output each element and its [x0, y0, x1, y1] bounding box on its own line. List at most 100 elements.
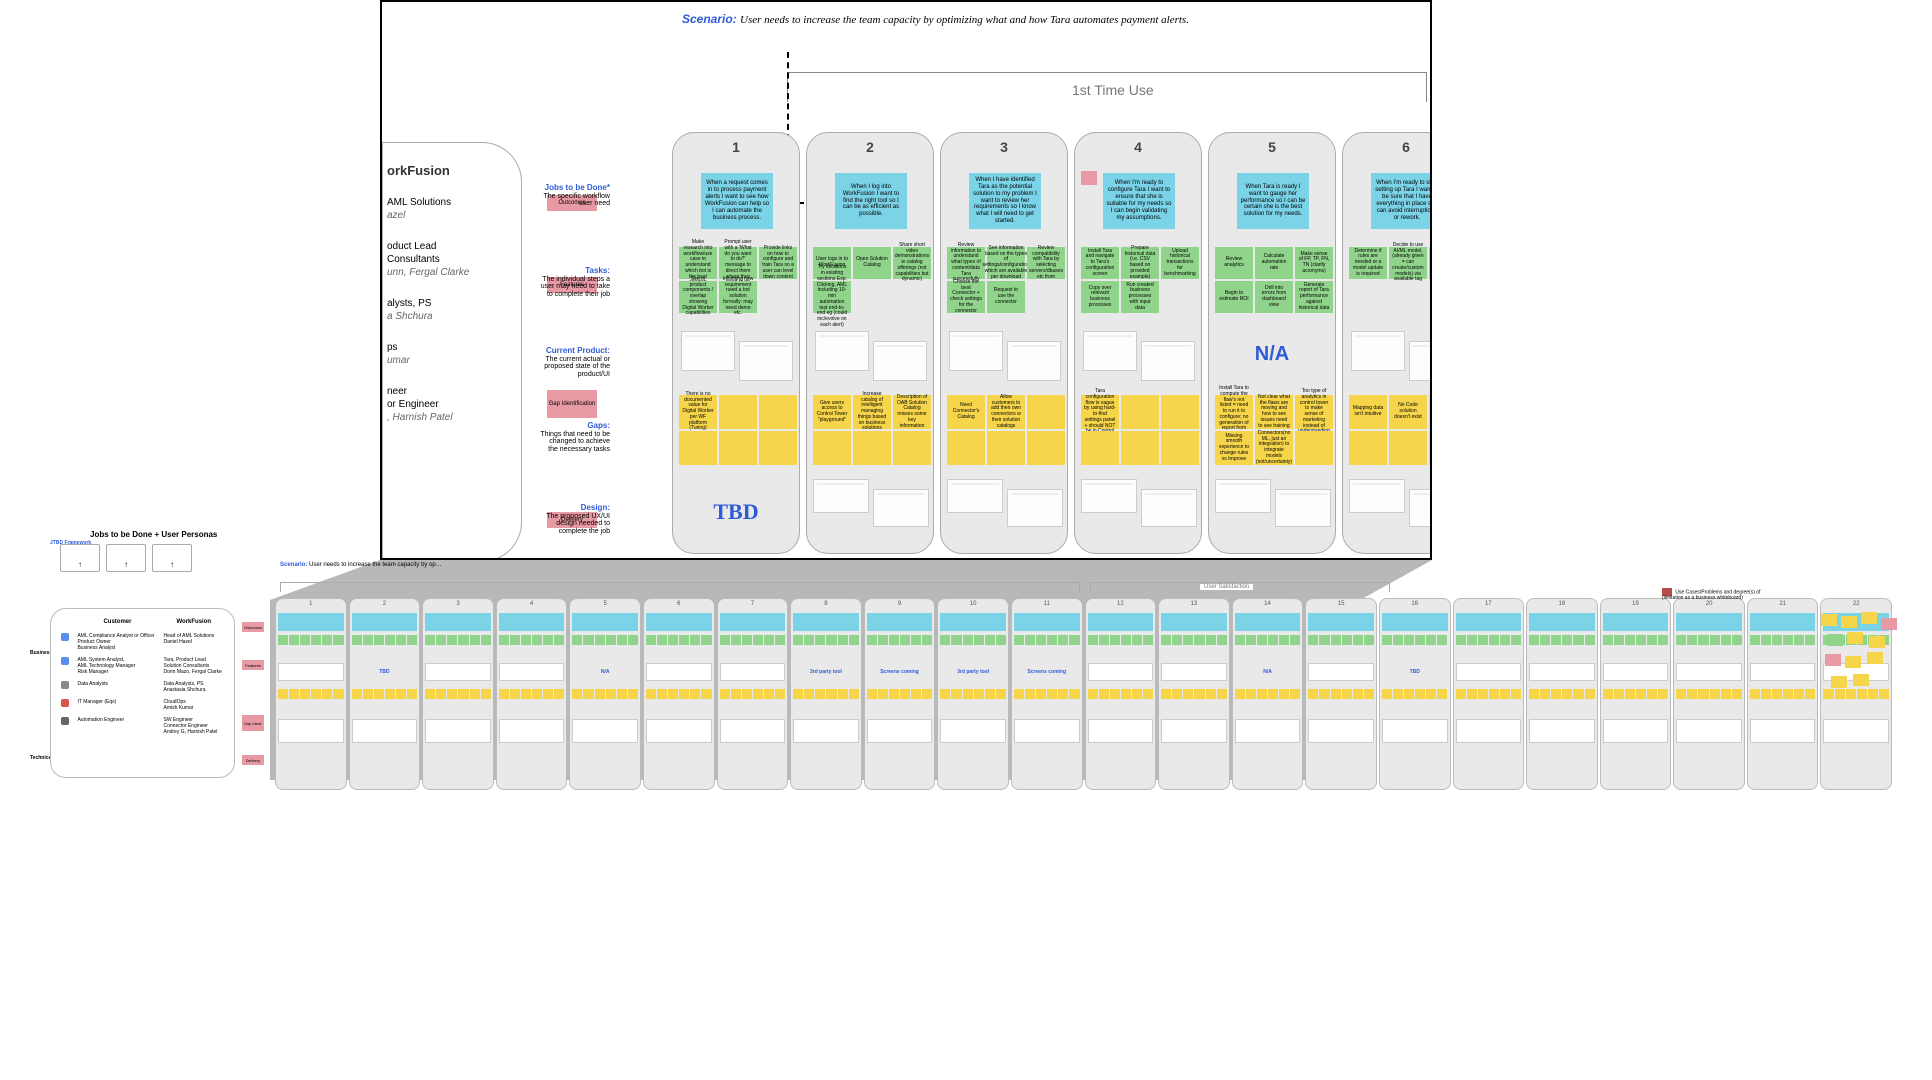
gap-sticky[interactable]: No Code solution doesn't exist: [1389, 395, 1427, 429]
feature-sticky[interactable]: Calculate automation rate: [1255, 247, 1293, 279]
gap-sticky[interactable]: [1121, 431, 1159, 465]
gap-sticky[interactable]: [719, 395, 757, 429]
mini-card: [152, 544, 192, 572]
feature-sticky[interactable]: Drill into errors from dashboard view: [1255, 281, 1293, 313]
product-mockup: [815, 331, 869, 371]
gap-sticky[interactable]: Give users access to Control Tower "play…: [813, 395, 851, 429]
gap-sticky[interactable]: Allow customers to add their own connect…: [987, 395, 1025, 429]
outcome-sticky[interactable]: When I'm ready to configure Tara I want …: [1103, 173, 1175, 229]
feature-sticky[interactable]: Prepare historical data (i.e. CSV based …: [1121, 247, 1159, 279]
gap-sticky[interactable]: [987, 431, 1025, 465]
gap-sticky[interactable]: Missing smooth experience to change rule…: [1215, 431, 1253, 465]
gap-sticky[interactable]: [1161, 395, 1199, 429]
gap-sticky[interactable]: [853, 431, 891, 465]
gap-sticky[interactable]: [1295, 431, 1333, 465]
feature-sticky[interactable]: Determine if rules are needed or a model…: [1349, 247, 1387, 279]
overview-column: 4: [496, 598, 568, 790]
gap-sticky[interactable]: Not clear what the flaws are moving and …: [1255, 395, 1293, 429]
outcome-sticky[interactable]: When I log into WorkFusion I want to fin…: [835, 173, 907, 229]
feature-sticky[interactable]: Run created business processes with inpu…: [1121, 281, 1159, 313]
gap-sticky[interactable]: [813, 431, 851, 465]
gap-sticky[interactable]: Description of OAB Solution Catalog miss…: [893, 395, 931, 429]
overview-col-number: 18: [1527, 601, 1597, 607]
row-spec-design: Design: The proposed UX/UI design needed…: [540, 504, 610, 536]
feature-sticky[interactable]: Retrain model to suit needs: [1429, 247, 1432, 279]
feature-sticky[interactable]: Decide to use AI/ML model, (already give…: [1389, 247, 1427, 279]
gap-sticky[interactable]: [947, 431, 985, 465]
cluster-sticky: [1869, 636, 1885, 648]
feature-sticky[interactable]: See information based on the types of se…: [987, 247, 1025, 279]
column-number: 6: [1343, 139, 1432, 155]
design-mockup: [1409, 489, 1432, 527]
gap-sticky[interactable]: [759, 395, 797, 429]
gap-sticky[interactable]: [679, 431, 717, 465]
overview-col-number: 7: [718, 601, 788, 607]
gap-sticky[interactable]: Need Connector's Catalog: [947, 395, 985, 429]
feature-sticky[interactable]: Review analytics: [1215, 247, 1253, 279]
gap-sticky[interactable]: There is no documented value for Digital…: [679, 395, 717, 429]
feature-sticky[interactable]: Provide links on how to configure and tr…: [759, 247, 797, 279]
gap-sticky[interactable]: Install Tara to compute the flaw's not l…: [1215, 395, 1253, 429]
cluster-sticky: [1821, 614, 1837, 626]
persona-row: IT Manager (Eqs)CloudOps Amish Kumar: [59, 697, 226, 713]
outcome-sticky[interactable]: When I have identified Tara as the poten…: [969, 173, 1041, 229]
gap-sticky[interactable]: [1429, 395, 1432, 429]
overview-col-number: 11: [1012, 601, 1082, 607]
feature-sticky[interactable]: Make research into workflow/use case to …: [679, 247, 717, 279]
feature-sticky[interactable]: Choose the best Connector + check settin…: [947, 281, 985, 313]
feature-sticky[interactable]: Upload historical transactions for bench…: [1161, 247, 1199, 279]
gap-sticky[interactable]: [1389, 431, 1427, 465]
gap-sticky[interactable]: [1081, 431, 1119, 465]
overview-column: 6: [643, 598, 715, 790]
design-mockup: [1007, 489, 1063, 527]
gap-sticky[interactable]: [893, 431, 931, 465]
persona-row: AML Compliance Analyst or Officer Produc…: [59, 631, 226, 653]
feature-sticky[interactable]: Install Tara and navigate to Tara's conf…: [1081, 247, 1119, 279]
feature-sticky[interactable]: Prompt user with a 'What do you want to …: [719, 247, 757, 279]
feature-sticky[interactable]: Share short video demonstrations w catal…: [893, 247, 931, 279]
design-mockup: [947, 479, 1003, 513]
feature-sticky[interactable]: Review information to understand what ty…: [947, 247, 985, 279]
ov-right-label: Use Cases/Problems and degree(s) of (lim…: [1662, 588, 1762, 602]
product-mockup: [1007, 341, 1061, 381]
cluster-sticky: [1841, 616, 1857, 628]
overview-col-number: 13: [1159, 601, 1229, 607]
design-mockup: [1081, 479, 1137, 513]
gap-sticky[interactable]: [1121, 395, 1159, 429]
gap-sticky[interactable]: [1429, 431, 1432, 465]
gap-sticky[interactable]: [1161, 431, 1199, 465]
gap-sticky[interactable]: Tara configuration flow is vague by usin…: [1081, 395, 1119, 429]
overview-column: 7: [717, 598, 789, 790]
gap-sticky[interactable]: [719, 431, 757, 465]
row-spec-outcomes: Jobs to be Done* The specific workflow u…: [540, 184, 610, 208]
overview-journey-map: Jobs to be Done + User Personas JTBD Fra…: [20, 530, 1912, 790]
ov-phase-label-2: User Satisfaction: [1200, 584, 1253, 590]
feature-sticky[interactable]: Try iterations in existing sections Exp.…: [813, 281, 851, 313]
outcome-sticky[interactable]: When Tara is ready I want to gauge her p…: [1237, 173, 1309, 229]
feature-sticky[interactable]: Make sense of FP, TP, FN, TN (clarify ac…: [1295, 247, 1333, 279]
outcome-sticky[interactable]: When a request comes in to process payme…: [701, 173, 773, 229]
feature-sticky[interactable]: Begin to estimate ROI: [1215, 281, 1253, 313]
feature-sticky[interactable]: Request to use the connector: [987, 281, 1025, 313]
gap-sticky[interactable]: [1027, 431, 1065, 465]
persona-card-title: orkFusion: [387, 163, 513, 178]
overview-column: 21: [1747, 598, 1819, 790]
gap-sticky[interactable]: Connectors(no ML, just an integration) t…: [1255, 431, 1293, 465]
gap-sticky[interactable]: [759, 431, 797, 465]
gap-sticky[interactable]: [1349, 431, 1387, 465]
feature-sticky[interactable]: See m product components / overlap showi…: [679, 281, 717, 313]
overview-col-number: 9: [865, 601, 935, 607]
outcome-sticky[interactable]: When I'm ready to start setting up Tara …: [1371, 173, 1432, 229]
feature-sticky[interactable]: Copy over relevant business processes: [1081, 281, 1119, 313]
feature-sticky[interactable]: Incoming new requirement need a bot solu…: [719, 281, 757, 313]
gap-sticky[interactable]: Increase catalog of intelligent managing…: [853, 395, 891, 429]
gap-sticky[interactable]: [1027, 395, 1065, 429]
column-number: 5: [1209, 139, 1335, 155]
gap-sticky[interactable]: Too type of analytics in control tower t…: [1295, 395, 1333, 429]
feature-sticky[interactable]: Open Solution Catalog: [853, 247, 891, 279]
design-mockup: [1275, 489, 1331, 527]
gap-sticky[interactable]: Mapping data isn't intuitive: [1349, 395, 1387, 429]
feature-sticky[interactable]: Generate report of Tara performance agai…: [1295, 281, 1333, 313]
overview-column: 1: [275, 598, 347, 790]
feature-sticky[interactable]: Review compatibility with Tara by select…: [1027, 247, 1065, 279]
